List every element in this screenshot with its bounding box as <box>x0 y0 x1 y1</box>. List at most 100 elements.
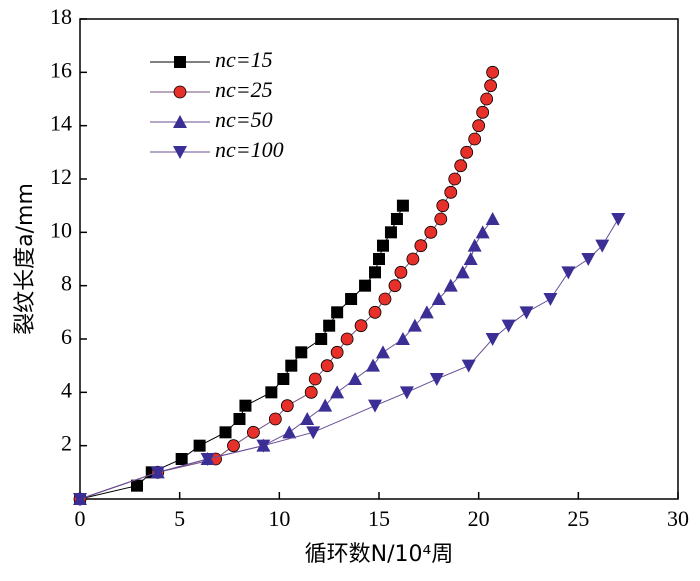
marker <box>595 239 610 253</box>
marker <box>486 65 500 79</box>
marker <box>394 265 408 279</box>
marker <box>384 226 397 239</box>
marker <box>406 252 420 266</box>
x-tick-label: 10 <box>268 506 290 531</box>
marker <box>467 238 482 252</box>
marker <box>476 105 490 119</box>
marker <box>280 399 294 413</box>
marker <box>388 279 402 293</box>
y-tick-label: 12 <box>50 164 72 189</box>
y-tick-label: 14 <box>50 111 72 136</box>
marker <box>431 292 446 305</box>
marker <box>434 212 448 226</box>
marker <box>331 306 344 319</box>
marker <box>611 213 626 226</box>
x-tick-label: 30 <box>667 506 689 531</box>
marker <box>407 318 422 332</box>
marker <box>561 266 576 280</box>
marker <box>131 479 144 492</box>
marker <box>285 359 298 372</box>
marker <box>256 439 271 453</box>
x-tick-label: 0 <box>75 506 86 531</box>
marker <box>485 212 500 225</box>
marker <box>378 292 392 306</box>
x-tick-label: 5 <box>174 506 185 531</box>
marker <box>443 278 458 292</box>
marker <box>268 412 282 426</box>
marker <box>519 306 534 320</box>
marker <box>390 213 403 225</box>
marker <box>468 132 482 146</box>
marker <box>448 172 462 186</box>
marker <box>227 439 240 453</box>
marker <box>419 305 434 319</box>
marker <box>581 253 596 266</box>
marker <box>454 159 468 173</box>
legend-label: nc=25 <box>215 77 273 102</box>
marker <box>295 346 308 359</box>
marker <box>369 266 382 279</box>
y-tick-label: 16 <box>50 57 72 82</box>
x-tick-label: 20 <box>468 506 490 531</box>
y-tick-label: 6 <box>61 324 72 349</box>
marker <box>247 425 260 439</box>
marker <box>436 199 450 213</box>
marker <box>233 413 246 425</box>
marker <box>444 185 458 199</box>
marker <box>455 265 470 279</box>
series-line <box>79 218 619 500</box>
marker <box>396 199 409 212</box>
marker <box>485 333 500 346</box>
marker <box>348 372 363 385</box>
marker <box>265 386 278 399</box>
x-tick-label: 15 <box>368 506 390 531</box>
marker <box>354 319 368 333</box>
marker <box>340 332 354 346</box>
marker <box>345 293 358 305</box>
marker <box>424 225 438 239</box>
y-tick-label: 8 <box>61 271 72 296</box>
legend-label: nc=15 <box>215 47 273 72</box>
marker <box>304 385 318 399</box>
marker <box>501 319 516 333</box>
marker <box>366 358 381 372</box>
y-tick-label: 10 <box>50 217 72 242</box>
marker <box>480 92 494 106</box>
marker <box>472 119 486 133</box>
y-axis-label: 裂纹长度a/mm <box>13 183 38 335</box>
series-line <box>79 205 404 500</box>
marker <box>315 333 328 345</box>
x-tick-label: 25 <box>567 506 589 531</box>
marker <box>373 253 385 265</box>
legend-marker <box>174 56 186 68</box>
marker <box>543 293 558 306</box>
marker <box>429 373 444 386</box>
marker <box>219 426 232 439</box>
marker <box>330 345 344 359</box>
legend-marker <box>173 85 187 99</box>
marker <box>375 345 390 359</box>
y-tick-label: 18 <box>50 4 72 29</box>
series-line <box>79 218 494 500</box>
legend-label: nc=50 <box>215 107 273 132</box>
marker <box>368 399 383 413</box>
marker <box>277 373 290 385</box>
marker <box>463 252 478 265</box>
marker <box>368 305 382 319</box>
y-tick-label: 2 <box>61 431 72 456</box>
x-axis-label: 循环数N/10⁴周 <box>305 542 454 567</box>
marker <box>73 493 87 506</box>
legend-label: nc=100 <box>215 137 284 162</box>
marker <box>395 332 410 345</box>
marker <box>306 426 321 440</box>
marker <box>200 453 215 466</box>
marker <box>475 225 490 239</box>
marker <box>193 439 206 452</box>
y-tick-label: 4 <box>61 377 72 402</box>
marker <box>320 359 334 373</box>
marker <box>239 399 252 412</box>
marker <box>460 145 474 159</box>
marker <box>414 239 428 253</box>
marker <box>175 453 188 465</box>
